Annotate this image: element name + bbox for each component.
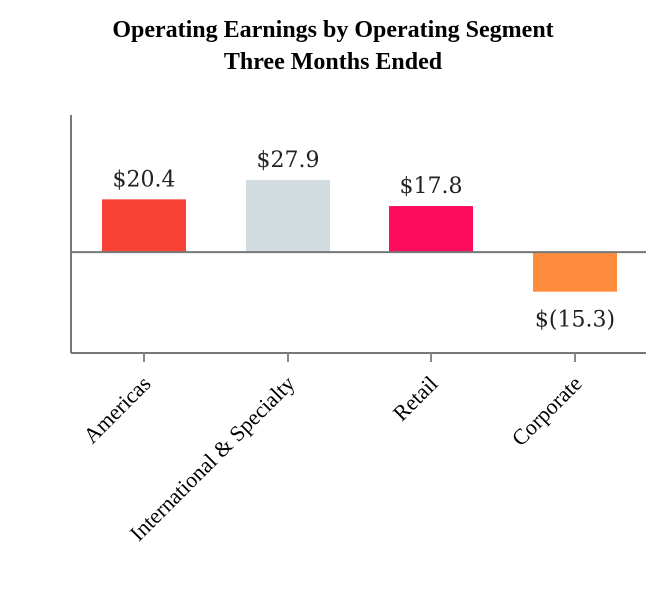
bar-corporate — [533, 252, 617, 292]
chart-title-line-1: Operating Earnings by Operating Segment — [112, 17, 553, 43]
data-label-international-and-specialty: $27.9 — [257, 148, 320, 173]
tick-label-corporate: Corporate — [507, 371, 587, 451]
data-label-retail: $17.8 — [400, 174, 463, 199]
data-label-group: $20.4 $27.9 $17.8 $(15.3) — [113, 148, 616, 333]
bar-americas — [102, 199, 186, 253]
bar-retail — [389, 206, 473, 253]
data-label-americas: $20.4 — [113, 167, 176, 192]
bar-international-and-specialty — [246, 179, 330, 253]
tick-label-americas: Americas — [78, 371, 155, 448]
tick-label-retail: Retail — [388, 371, 443, 426]
chart-title-line-2: Three Months Ended — [224, 49, 443, 75]
tick-label-international-and-specialty: International & Specialty — [125, 371, 300, 546]
bar-group — [102, 179, 617, 292]
data-label-corporate: $(15.3) — [535, 308, 615, 333]
